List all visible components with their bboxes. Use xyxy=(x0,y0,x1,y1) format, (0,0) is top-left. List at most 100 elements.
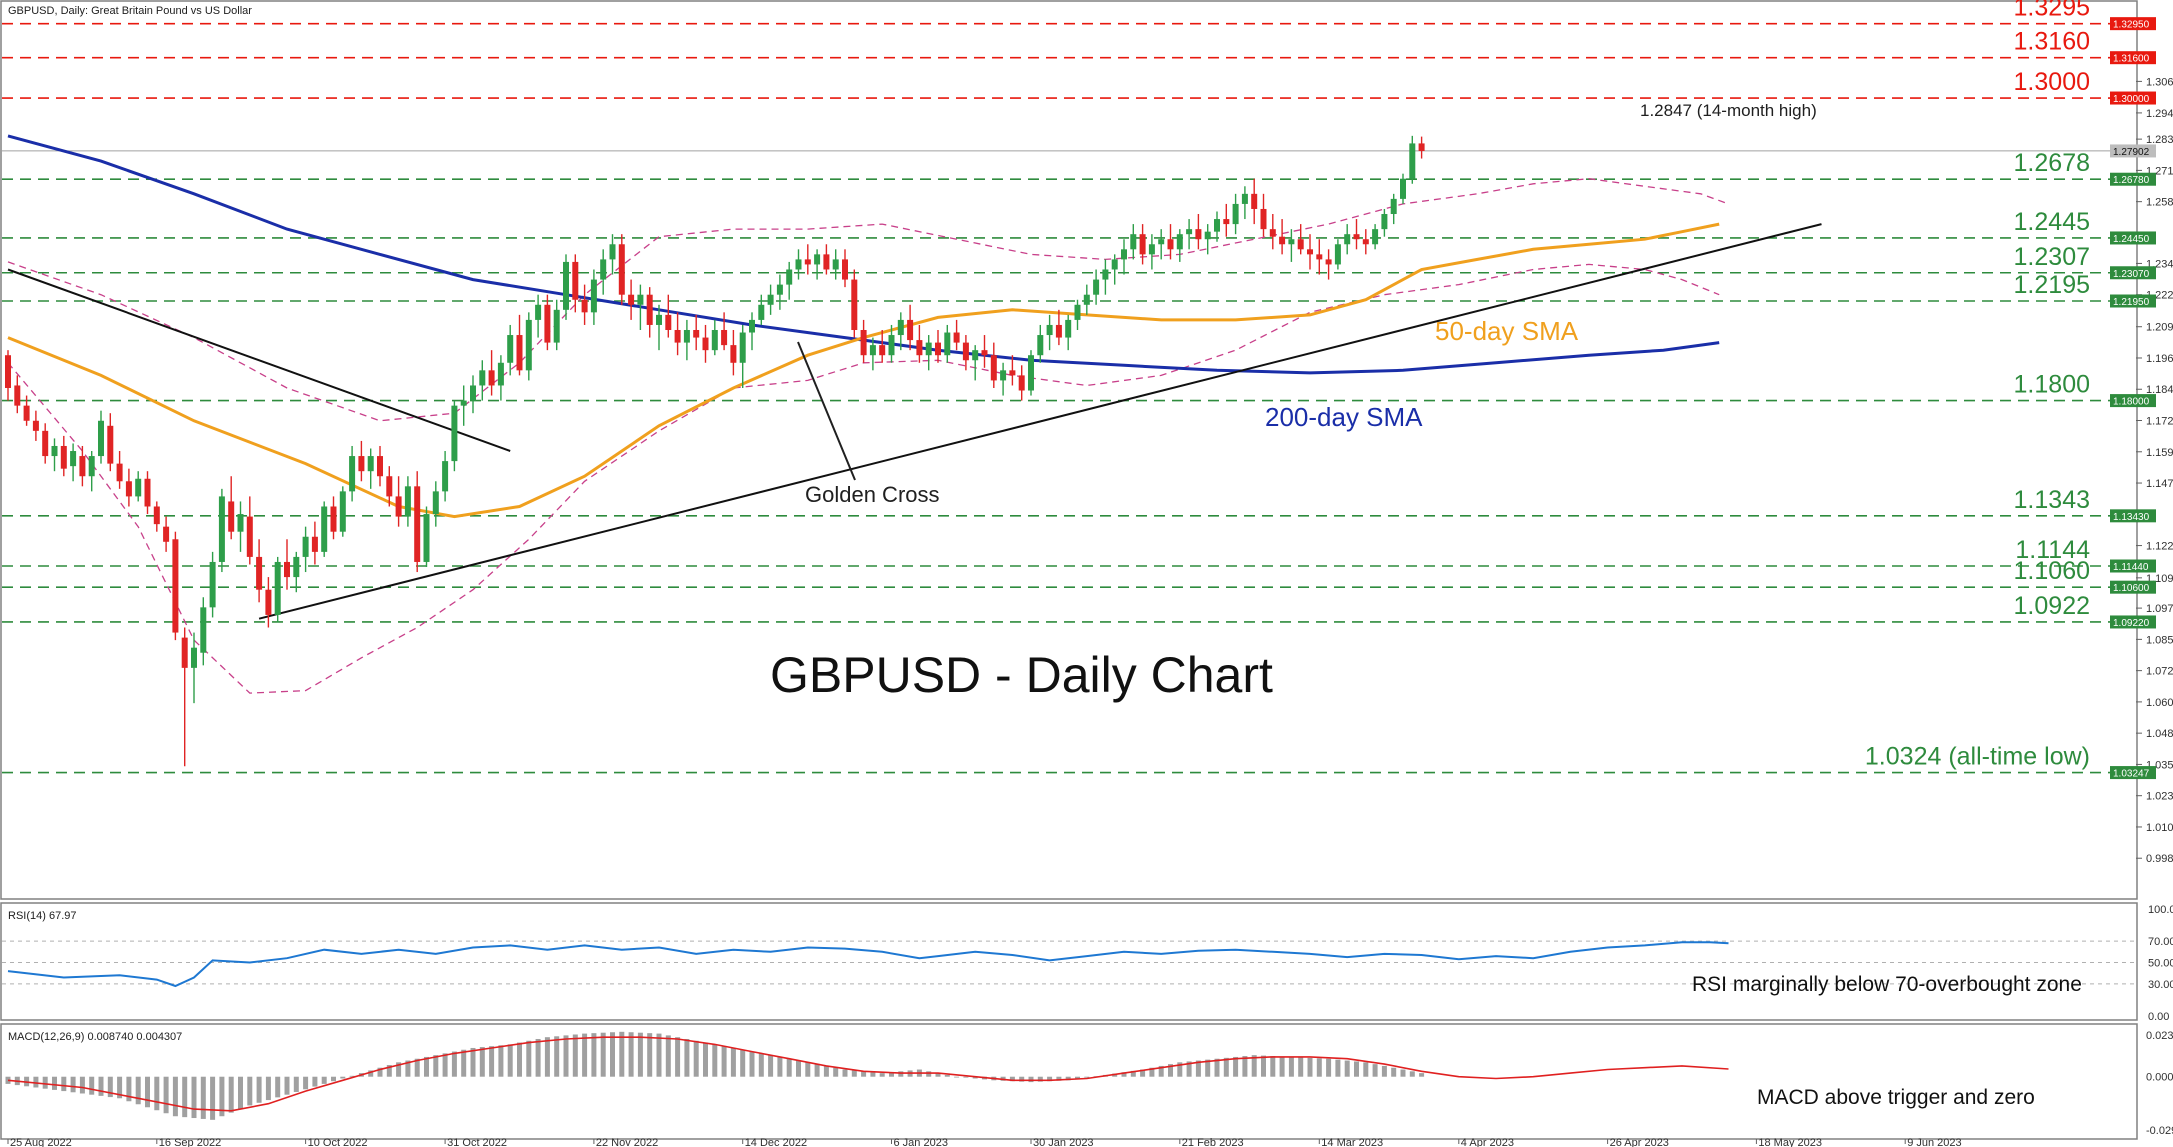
macd-histogram-bar xyxy=(1037,1076,1043,1082)
candle-body xyxy=(553,309,560,343)
chart-header: GBPUSD, Daily: Great Britain Pound vs US… xyxy=(8,5,252,17)
macd-histogram-bar xyxy=(377,1067,383,1077)
price-tick-label: 1.29410 xyxy=(2146,108,2173,120)
price-tick-label: 1.07290 xyxy=(2146,666,2173,678)
candle-body xyxy=(1279,236,1286,245)
macd-histogram-bar xyxy=(823,1065,829,1077)
macd-histogram-bar xyxy=(758,1053,764,1077)
candle-body xyxy=(907,319,914,341)
price-tag-bg xyxy=(2110,231,2156,245)
candle-body xyxy=(1018,375,1025,391)
macd-histogram-bar xyxy=(1242,1056,1248,1077)
macd-histogram-bar xyxy=(1400,1069,1406,1077)
macd-histogram-bar xyxy=(628,1032,634,1077)
macd-histogram-bar xyxy=(1056,1076,1062,1081)
candle-body xyxy=(618,244,625,295)
date-label: 25 Aug 2022 xyxy=(10,1137,72,1147)
macd-histogram-bar xyxy=(98,1076,104,1096)
candle-body xyxy=(693,329,700,338)
macd-histogram-bar xyxy=(1019,1076,1025,1082)
price-tag-bg xyxy=(2110,51,2156,65)
candle-body xyxy=(544,304,551,343)
candle-body xyxy=(386,476,393,497)
candle-body xyxy=(79,456,86,477)
candle-body xyxy=(972,350,979,361)
candle-body xyxy=(888,335,895,356)
macd-histogram-bar xyxy=(1195,1060,1201,1077)
macd-histogram-bar xyxy=(1335,1059,1341,1077)
candle-body xyxy=(962,342,969,361)
macd-histogram-bar xyxy=(1233,1056,1239,1077)
date-label: 22 Nov 2022 xyxy=(596,1137,658,1147)
price-tag-bg xyxy=(2110,615,2156,629)
candle-body xyxy=(628,294,635,305)
macd-histogram-bar xyxy=(944,1074,950,1077)
candle-body xyxy=(935,342,941,356)
annotation-200-day-sma: 200-day SMA xyxy=(1265,402,1423,432)
candle-body xyxy=(135,478,142,497)
candle-body xyxy=(776,284,783,295)
candle-body xyxy=(1400,178,1406,199)
macd-histogram-bar xyxy=(972,1076,978,1079)
macd-histogram-bar xyxy=(1028,1076,1034,1083)
macd-histogram-bar xyxy=(489,1046,495,1077)
candle-body xyxy=(1148,244,1155,255)
candle-body xyxy=(804,259,811,265)
price-tick-label: 0.99850 xyxy=(2146,853,2173,865)
macd-histogram-bar xyxy=(1391,1067,1397,1077)
candle-body xyxy=(730,345,737,363)
macd-histogram-bar xyxy=(1168,1064,1173,1077)
candle-body xyxy=(70,451,77,467)
price-tick-label: 1.14730 xyxy=(2146,478,2173,490)
macd-tick-label: 0.023086 xyxy=(2146,1030,2173,1042)
price-tag-bg xyxy=(2110,294,2156,308)
trendline-downtrend xyxy=(7,268,511,452)
date-label: 9 Jun 2023 xyxy=(1907,1137,1961,1147)
price-tag-label: 1.10600 xyxy=(2113,583,2150,594)
date-label: 18 May 2023 xyxy=(1758,1137,1822,1147)
bollinger-bands xyxy=(7,178,1729,694)
candle-body xyxy=(860,329,867,356)
price-tick-label: 1.17210 xyxy=(2146,416,2173,428)
macd-histogram-bar xyxy=(563,1035,569,1077)
macd-histogram-bar xyxy=(1214,1058,1220,1077)
macd-histogram-bar xyxy=(340,1076,346,1079)
candle-body xyxy=(795,259,802,270)
candle-body xyxy=(200,607,207,653)
macd-histogram-bar xyxy=(1186,1061,1192,1077)
rsi-tick-label: 70.00 xyxy=(2148,936,2173,948)
candle-body xyxy=(442,461,449,492)
candle-body xyxy=(1186,229,1193,235)
level-labels: 1.3295 1.3160 1.3000 1.2678 1.2445 1.23071.21… xyxy=(1865,0,2090,771)
price-tick-label: 1.18450 xyxy=(2146,384,2173,396)
macd-histogram-bar xyxy=(600,1032,606,1077)
macd-histogram-bar xyxy=(1251,1055,1257,1077)
price-tag-bg xyxy=(2110,509,2156,523)
rsi-tick-label: 30.00 xyxy=(2148,979,2173,991)
macd-histogram-bar xyxy=(1223,1057,1229,1077)
candle-body xyxy=(1176,234,1183,250)
annotation-golden-cross: Golden Cross xyxy=(805,482,940,507)
macd-panel: 0.023086 0.000000 -0.029621 xyxy=(5,1030,2173,1137)
candle-body xyxy=(284,561,290,578)
macd-histogram-bar xyxy=(433,1055,439,1077)
price-tag-bg xyxy=(2110,559,2156,573)
candle-body xyxy=(1055,324,1062,338)
candle-body xyxy=(1214,219,1220,232)
rsi-tick-label: 50.00 xyxy=(2148,958,2173,970)
level-label-1.2445: 1.2445 xyxy=(2014,208,2090,236)
macd-histogram-bar xyxy=(1298,1057,1304,1077)
candle-body xyxy=(32,420,39,431)
macd-histogram-bar xyxy=(210,1076,216,1120)
macd-histogram-bar xyxy=(1344,1060,1350,1077)
level-label-1.0922: 1.0922 xyxy=(2014,592,2090,620)
macd-histogram-bar xyxy=(498,1045,504,1077)
candle-body xyxy=(42,430,49,457)
candle-body xyxy=(1130,234,1137,250)
price-tag-bg xyxy=(2110,144,2156,158)
candle-body xyxy=(218,496,225,562)
macd-histogram-bar xyxy=(126,1076,132,1102)
macd-histogram-bar xyxy=(879,1073,885,1077)
macd-histogram-bar xyxy=(414,1058,420,1077)
